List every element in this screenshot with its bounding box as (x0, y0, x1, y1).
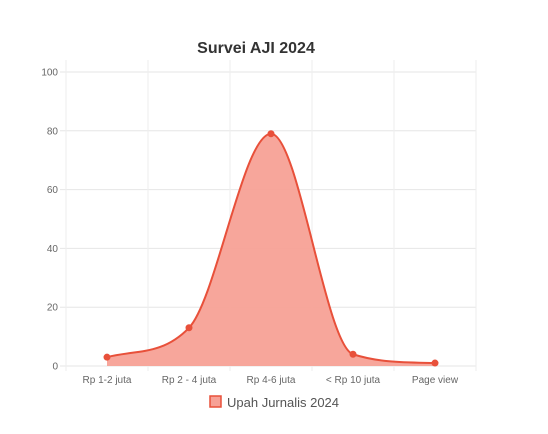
y-tick-label: 40 (47, 244, 59, 255)
data-point (349, 350, 357, 358)
data-point (185, 324, 193, 332)
legend-swatch (209, 395, 222, 408)
data-point (267, 130, 275, 138)
y-tick-label: 20 (47, 303, 59, 314)
y-axis-ticks: 0 20 40 60 80 100 (41, 68, 58, 373)
x-tick-label: Rp 1-2 juta (83, 375, 132, 386)
x-tick-label: Rp 4-6 juta (247, 375, 296, 386)
x-tick-label: Page view (412, 375, 459, 386)
legend[interactable]: Upah Jurnalis 2024 (209, 395, 339, 410)
data-point (431, 359, 439, 367)
x-tick-label: < Rp 10 juta (326, 375, 381, 386)
series-area (107, 133, 435, 366)
data-point (103, 353, 111, 361)
chart-title: Survei AJI 2024 (197, 40, 315, 57)
y-tick-label: 60 (47, 185, 59, 196)
legend-label: Upah Jurnalis 2024 (227, 395, 339, 410)
y-tick-label: 100 (41, 68, 58, 79)
y-tick-label: 80 (47, 126, 59, 137)
x-tick-label: Rp 2 - 4 juta (162, 375, 217, 386)
data-points (103, 130, 439, 367)
x-axis-ticks: Rp 1-2 juta Rp 2 - 4 juta Rp 4-6 juta < Rp … (83, 375, 459, 386)
y-tick-label: 0 (52, 362, 58, 373)
